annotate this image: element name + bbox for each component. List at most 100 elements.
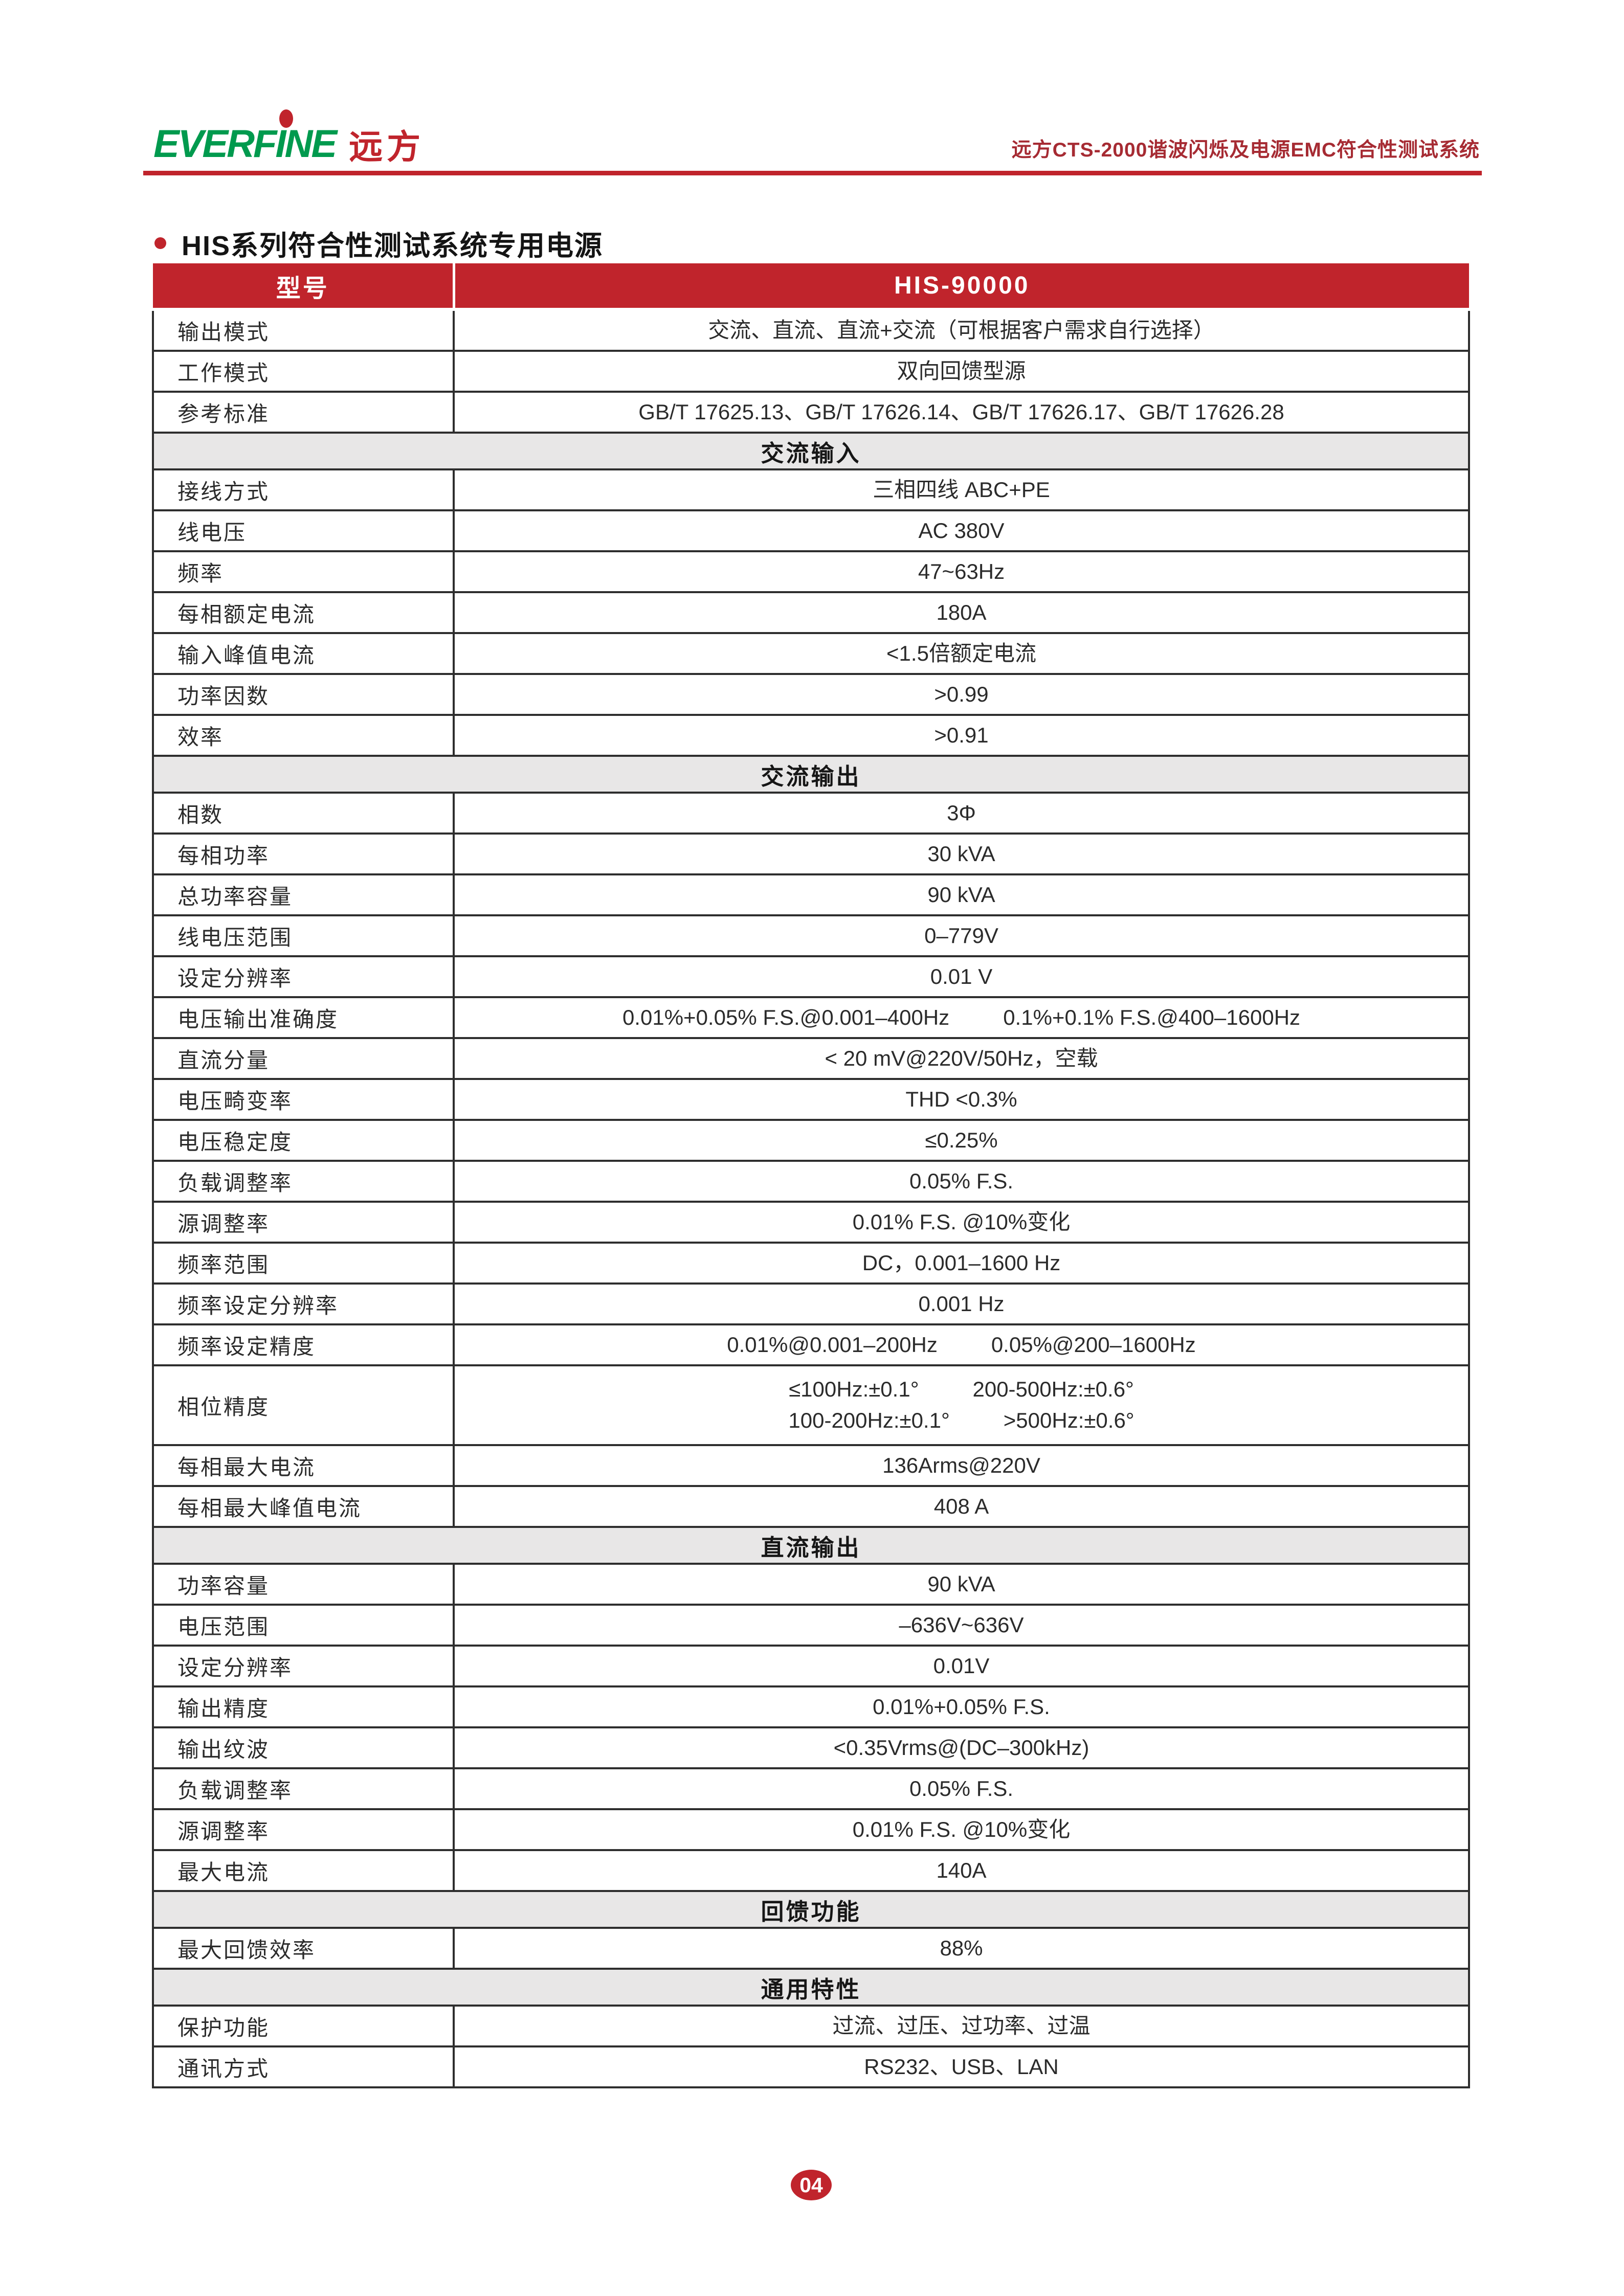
row-value: 30 kVA — [453, 832, 1470, 875]
row-value-line: THD <0.3% — [455, 1084, 1468, 1115]
row-value-segment: 0.05% F.S. — [909, 1168, 1014, 1193]
row-value: < 20 mV@220V/50Hz，空载 — [453, 1037, 1470, 1080]
row-value: THD <0.3% — [453, 1078, 1470, 1121]
row-value: 0.01% F.S. @10%变化 — [453, 1808, 1470, 1851]
table-row: 输出模式 交流、直流、直流+交流（可根据客户需求自行选择） — [152, 309, 1470, 352]
row-value: >0.99 — [453, 673, 1470, 716]
row-value: 88% — [453, 1927, 1470, 1970]
table-row: 直流分量 < 20 mV@220V/50Hz，空载 — [152, 1037, 1470, 1080]
row-value-segment: 交流、直流、直流+交流（可根据客户需求自行选择） — [708, 318, 1215, 342]
doc-title: 远方CTS-2000谐波闪烁及电源EMC符合性测试系统 — [1011, 139, 1480, 161]
table-header-model: 型号 — [153, 263, 455, 311]
row-label: 每相最大电流 — [152, 1444, 455, 1487]
row-value-segment: 过流、过压、过功率、过温 — [832, 2013, 1091, 2038]
row-label: 电压输出准确度 — [152, 996, 455, 1039]
section-header: 回馈功能 — [152, 1890, 1470, 1929]
row-value-line: 0.01 V — [455, 961, 1468, 993]
row-value-line: 0.001 Hz — [455, 1289, 1468, 1320]
row-value: 0.001 Hz — [453, 1282, 1470, 1325]
table-row: 输出精度 0.01%+0.05% F.S. — [152, 1685, 1470, 1728]
row-label: 每相最大峰值电流 — [152, 1485, 455, 1528]
row-value-segment: >0.99 — [934, 682, 989, 706]
row-label: 功率因数 — [152, 673, 455, 716]
row-label: 每相功率 — [152, 832, 455, 875]
row-value-line: < 20 mV@220V/50Hz，空载 — [455, 1043, 1468, 1074]
row-value-line: 140A — [455, 1855, 1468, 1886]
row-value: 0.01% F.S. @10%变化 — [453, 1201, 1470, 1244]
table-row: 相位精度 ≤100Hz:±0.1° 200-500Hz:±0.6° 100-200Hz… — [152, 1364, 1470, 1446]
row-value-line: >0.91 — [455, 720, 1468, 751]
row-value: ≤0.25% — [453, 1119, 1470, 1162]
table-row: 负载调整率 0.05% F.S. — [152, 1160, 1470, 1203]
logo-wordmark: EVERFINE — [153, 122, 337, 166]
row-label: 通讯方式 — [152, 2045, 455, 2088]
table-row: 效率 >0.91 — [152, 714, 1470, 757]
section-title-text: HIS系列符合性测试系统专用电源 — [182, 231, 604, 261]
row-value-segment: 三相四线 ABC+PE — [873, 477, 1050, 502]
row-label: 线电压 — [152, 509, 455, 552]
table-row: 输出纹波 <0.35Vrms@(DC–300kHz) — [152, 1726, 1470, 1769]
row-value: 47~63Hz — [453, 550, 1470, 593]
table-row: 频率 47~63Hz — [152, 550, 1470, 593]
table-row: 相数 3Φ — [152, 792, 1470, 835]
row-value: RS232、USB、LAN — [453, 2045, 1470, 2088]
row-value: 0.01 V — [453, 955, 1470, 998]
row-value: <0.35Vrms@(DC–300kHz) — [453, 1726, 1470, 1769]
row-value-segment: AC 380V — [918, 518, 1005, 543]
row-label: 工作模式 — [152, 350, 455, 393]
row-value: 90 kVA — [453, 873, 1470, 916]
row-value-segment: >500Hz:±0.6° — [1003, 1408, 1134, 1432]
table-row: 参考标准 GB/T 17625.13、GB/T 17626.14、GB/T 176… — [152, 391, 1470, 434]
row-value-segment: 3Φ — [947, 800, 976, 825]
row-value-segment: 0.01% F.S. @10%变化 — [852, 1209, 1071, 1234]
row-value-line: 180A — [455, 597, 1468, 628]
page-number-badge: 04 — [791, 2170, 832, 2200]
row-value-segment: 100-200Hz:±0.1° — [788, 1408, 950, 1432]
row-value: <1.5倍额定电流 — [453, 632, 1470, 675]
row-label: 电压范围 — [152, 1604, 455, 1647]
row-label: 设定分辨率 — [152, 955, 455, 998]
table-header-row: 型号 HIS-90000 — [153, 263, 1469, 311]
table-section-row: 交流输出 — [152, 755, 1470, 794]
table-row: 最大电流 140A — [152, 1849, 1470, 1892]
row-value-segment: 90 kVA — [927, 1571, 995, 1596]
row-value-segment: –636V~636V — [899, 1612, 1024, 1637]
row-value-segment: 0–779V — [924, 923, 998, 948]
row-value-line: 3Φ — [455, 798, 1468, 829]
row-value-segment: 47~63Hz — [918, 559, 1005, 583]
row-value-line: 0.05% F.S. — [455, 1773, 1468, 1805]
row-label: 效率 — [152, 714, 455, 757]
row-value: 0.01V — [453, 1645, 1470, 1687]
row-value-segment: 88% — [940, 1935, 983, 1960]
row-value: ≤100Hz:±0.1° 200-500Hz:±0.6° 100-200Hz:±0.… — [453, 1364, 1470, 1446]
row-value-segment: 200-500Hz:±0.6° — [972, 1377, 1134, 1402]
table-row: 最大回馈效率 88% — [152, 1927, 1470, 1970]
row-value-line: AC 380V — [455, 515, 1468, 547]
row-value-segment: 90 kVA — [927, 882, 995, 907]
row-label: 总功率容量 — [152, 873, 455, 916]
table-section-row: 通用特性 — [152, 1968, 1470, 2007]
row-value-segment: <0.35Vrms@(DC–300kHz) — [833, 1735, 1089, 1760]
row-value-line: 90 kVA — [455, 880, 1468, 911]
everfine-logo-text: EVERFINE — [153, 109, 337, 166]
row-value-line: RS232、USB、LAN — [455, 2052, 1468, 2083]
row-label: 输出纹波 — [152, 1726, 455, 1769]
row-label: 相位精度 — [152, 1364, 455, 1446]
row-value-segment: 0.1%+0.1% F.S.@400–1600Hz — [1003, 1005, 1301, 1029]
section-header: 交流输入 — [152, 432, 1470, 470]
row-label: 源调整率 — [152, 1201, 455, 1244]
logo-chinese-text: 远方 — [349, 128, 425, 166]
table-row: 总功率容量 90 kVA — [152, 873, 1470, 916]
table-row: 频率设定分辨率 0.001 Hz — [152, 1282, 1470, 1325]
logo-dot-icon — [279, 109, 293, 128]
row-label: 每相额定电流 — [152, 591, 455, 634]
row-value: 过流、过压、过功率、过温 — [453, 2005, 1470, 2047]
row-label: 电压稳定度 — [152, 1119, 455, 1162]
row-value: 140A — [453, 1849, 1470, 1892]
row-label: 参考标准 — [152, 391, 455, 434]
row-value-line: 136Arms@220V — [455, 1450, 1468, 1481]
row-value: 双向回馈型源 — [453, 350, 1470, 393]
row-value-line: 过流、过压、过功率、过温 — [455, 2011, 1468, 2042]
row-value-segment: ≤100Hz:±0.1° — [789, 1377, 919, 1402]
row-label: 电压畸变率 — [152, 1078, 455, 1121]
